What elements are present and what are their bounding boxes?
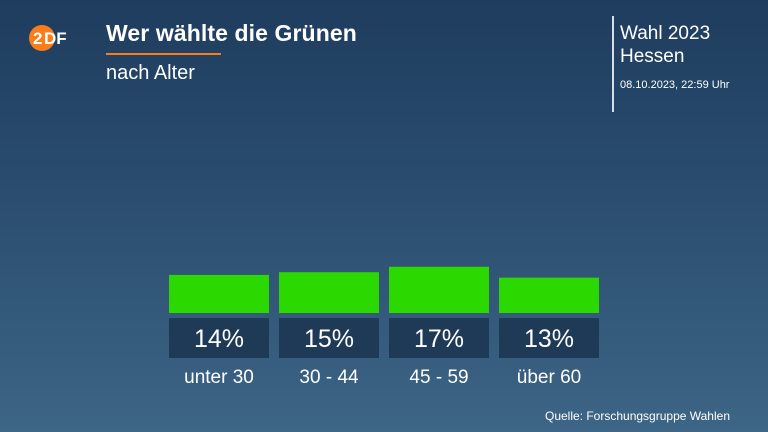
election-info: Wahl 2023 Hessen	[620, 22, 710, 68]
chart-subtitle: nach Alter	[106, 62, 195, 84]
value-label-box-2	[389, 318, 489, 358]
value-label-0: 14%	[194, 325, 244, 353]
election-region: Hessen	[620, 46, 685, 67]
value-label-2: 17%	[414, 325, 464, 353]
header-divider	[612, 16, 614, 112]
bar-1	[279, 272, 379, 313]
chart-title: Wer wählte die Grünen	[106, 20, 357, 46]
category-label-2: 45 - 59	[409, 367, 468, 388]
svg-text:2: 2	[33, 29, 42, 48]
value-label-box-3	[499, 318, 599, 358]
category-label-1: 30 - 44	[299, 367, 359, 388]
bar-2	[389, 266, 489, 313]
bar-3	[499, 277, 599, 313]
category-label-0: unter 30	[184, 367, 254, 388]
value-label-box-1	[279, 318, 379, 358]
value-label-1: 15%	[304, 325, 354, 353]
svg-text:DF: DF	[44, 29, 67, 48]
source-note: Quelle: Forschungsgruppe Wahlen	[545, 409, 730, 423]
title-underline	[106, 53, 221, 55]
election-title: Wahl 2023	[620, 23, 711, 44]
category-label-3: über 60	[517, 367, 581, 388]
timestamp: 08.10.2023, 22:59 Uhr	[620, 79, 730, 91]
value-label-3: 13%	[524, 325, 574, 353]
zdf-logo-icon: 2 DF	[29, 25, 67, 51]
value-label-box-0	[169, 318, 269, 358]
bar-0	[169, 274, 269, 313]
